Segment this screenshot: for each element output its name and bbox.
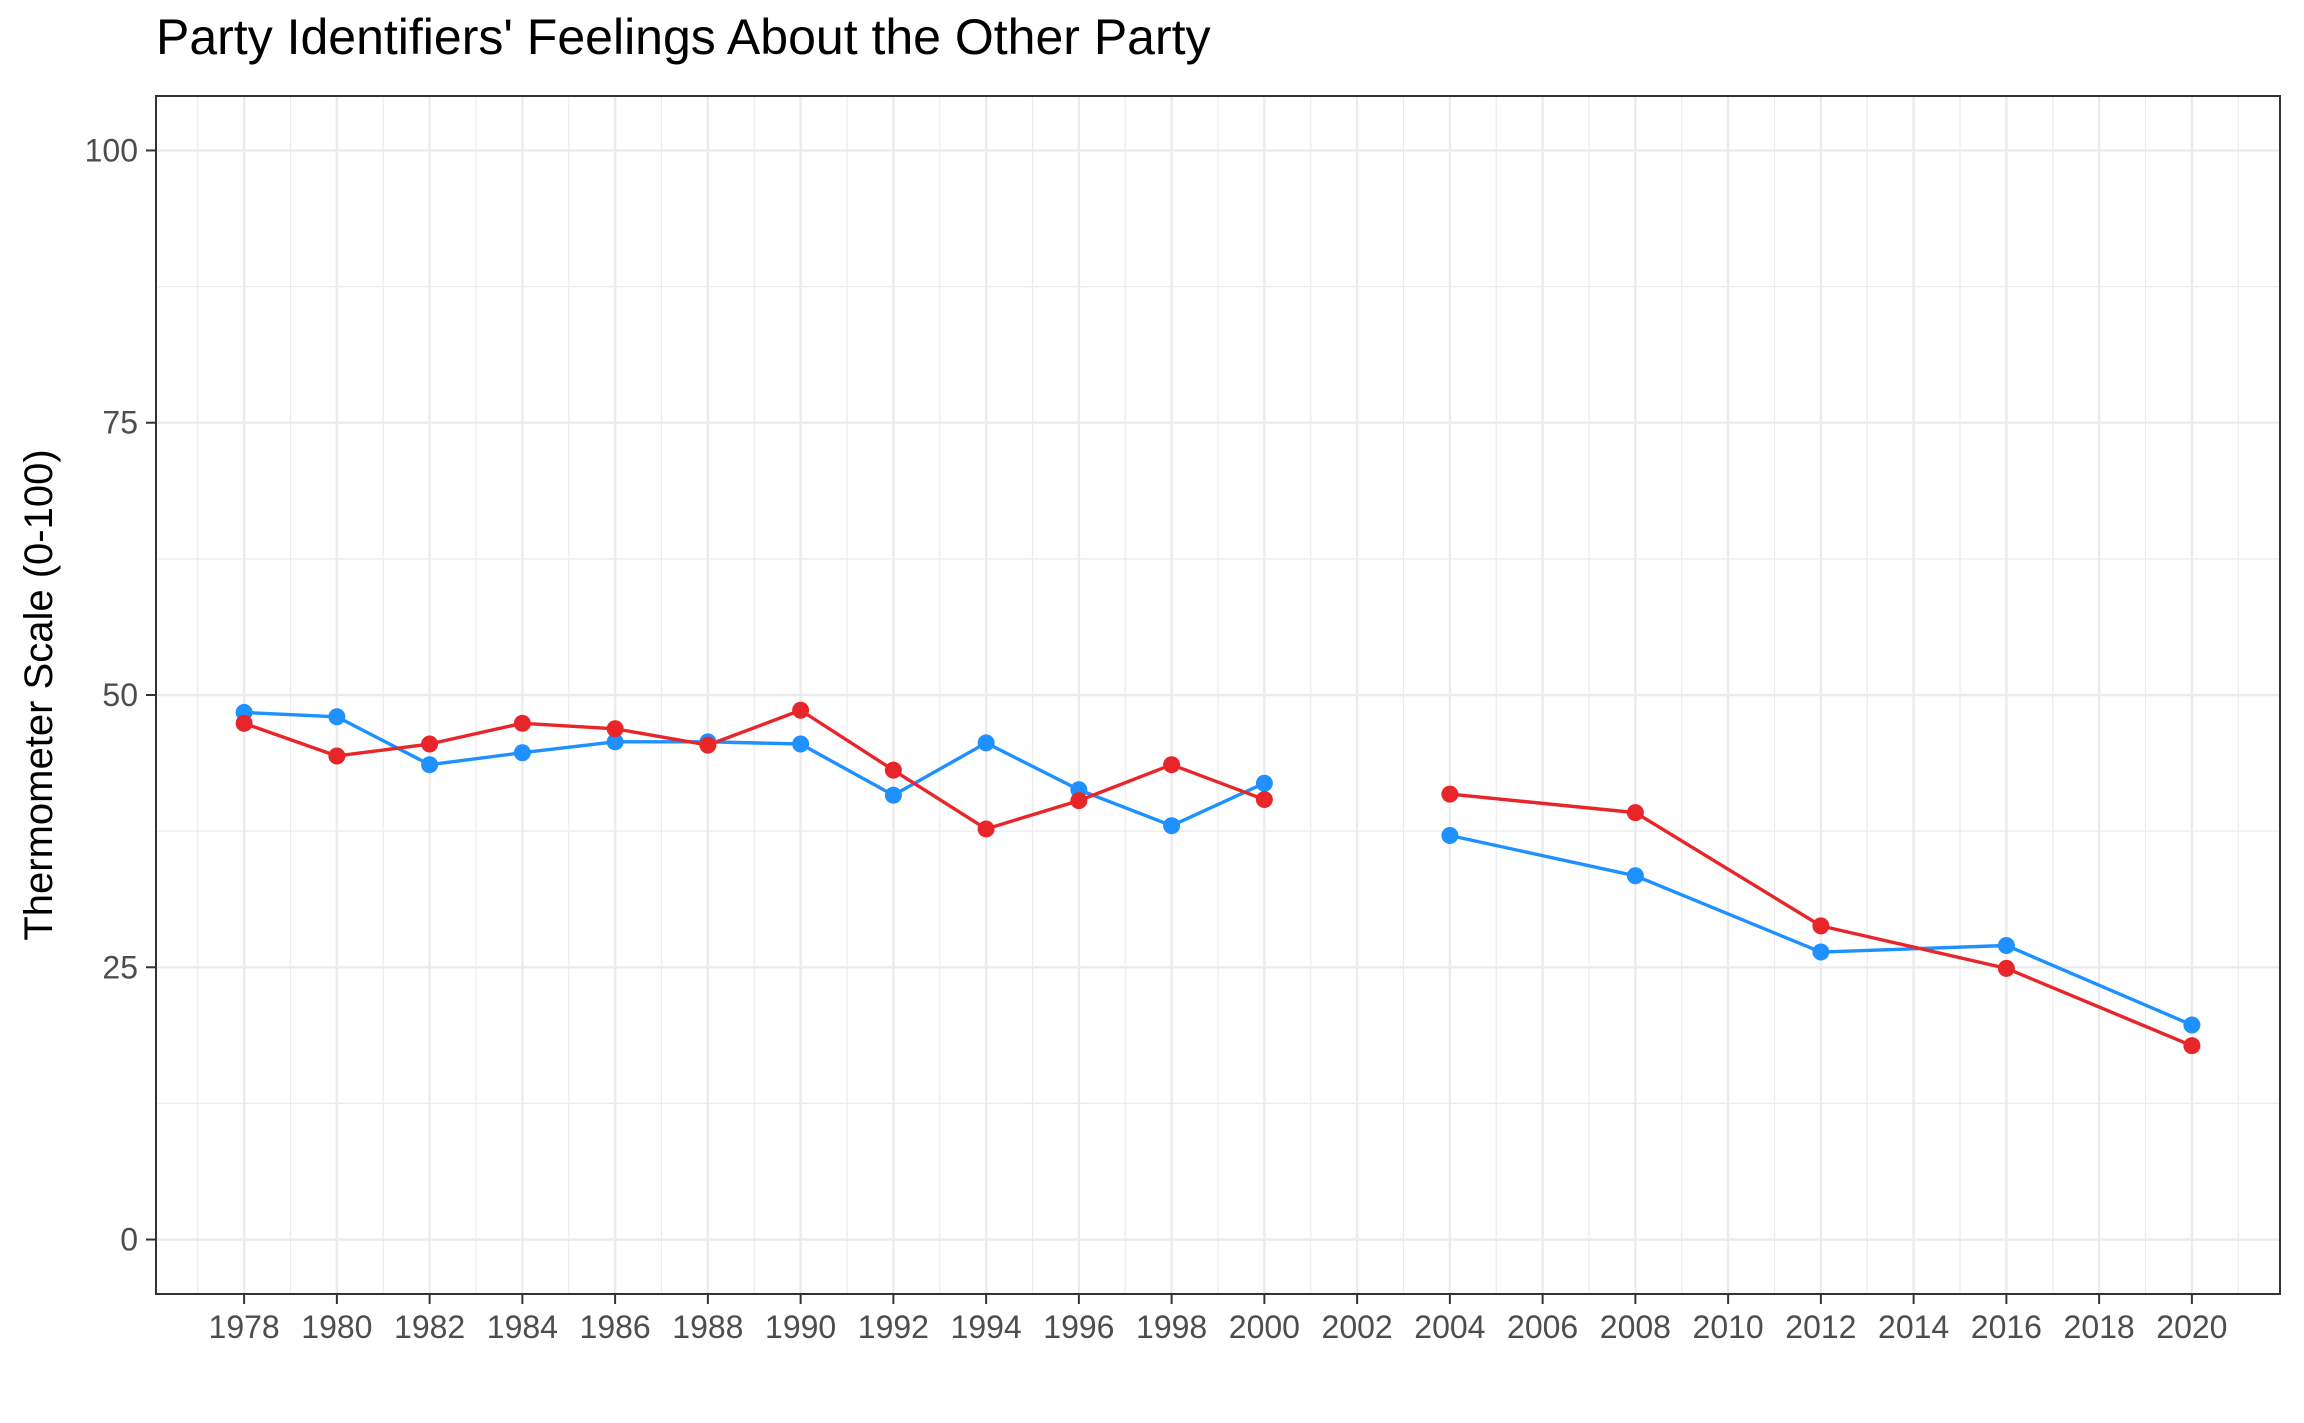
series-2-point — [792, 701, 810, 719]
series-2-point — [328, 747, 346, 765]
series-2-point — [1163, 756, 1181, 774]
x-tick-label: 2000 — [1229, 1309, 1300, 1345]
y-axis-tick-labels: 0 25 50 75 100 — [85, 132, 138, 1257]
y-tick-label: 25 — [102, 949, 138, 985]
x-tick-label: 1990 — [765, 1309, 836, 1345]
x-tick-label: 1978 — [209, 1309, 280, 1345]
x-tick-label: 1984 — [487, 1309, 558, 1345]
x-tick-label: 1992 — [858, 1309, 929, 1345]
series-2-point — [235, 714, 253, 732]
series-2-line — [243, 708, 1265, 831]
series-2-point — [884, 761, 902, 779]
x-tick-label: 1988 — [672, 1309, 743, 1345]
series-1-point — [1812, 943, 1830, 961]
chart-title: Party Identifiers' Feelings About the Ot… — [156, 9, 1211, 65]
series-1-point — [421, 756, 439, 774]
x-tick-label: 1986 — [580, 1309, 651, 1345]
series-2-point — [1070, 792, 1088, 810]
series-1-point — [606, 733, 624, 751]
x-tick-label: 2012 — [1785, 1309, 1856, 1345]
series-2-point — [1626, 804, 1644, 822]
x-tick-label: 1998 — [1136, 1309, 1207, 1345]
series-2-point — [2183, 1037, 2201, 1055]
series-2-point — [1255, 791, 1273, 809]
y-tick-label: 0 — [120, 1222, 138, 1258]
series-1-point — [328, 708, 346, 726]
x-tick-label: 2014 — [1878, 1309, 1949, 1345]
series-2-point — [1441, 785, 1459, 803]
series-1-point — [1163, 817, 1181, 835]
axis-ticks — [146, 149, 2193, 1304]
y-tick-label: 100 — [85, 132, 138, 168]
x-tick-label: 1994 — [951, 1309, 1022, 1345]
major-gridlines — [156, 96, 2280, 1294]
series-1-point — [792, 735, 810, 753]
x-tick-label: 2018 — [2064, 1309, 2135, 1345]
x-tick-label: 2006 — [1507, 1309, 1578, 1345]
series-1-point — [977, 734, 995, 752]
series-1-point — [1255, 774, 1273, 792]
series-2-point — [513, 714, 531, 732]
series-1-point — [884, 786, 902, 804]
series-1-point — [2183, 1016, 2201, 1034]
series-points — [235, 701, 2201, 1055]
x-axis-tick-labels: 1978 1980 1982 1984 1986 1988 1990 1992 1994 1996… — [209, 1309, 2228, 1345]
series-1-point — [1626, 867, 1644, 885]
x-tick-label: 2016 — [1971, 1309, 2042, 1345]
y-axis-title: Thermometer Scale (0-100) — [17, 449, 61, 940]
y-tick-label: 50 — [102, 677, 138, 713]
series-2-point — [1997, 959, 2015, 977]
series-2-point — [421, 735, 439, 753]
series-2-point — [699, 736, 717, 754]
x-tick-label: 2004 — [1414, 1309, 1485, 1345]
x-tick-label: 1996 — [1043, 1309, 1114, 1345]
series-1-point — [1441, 826, 1459, 844]
series-2-point — [977, 820, 995, 838]
x-tick-label: 2002 — [1322, 1309, 1393, 1345]
series-2-point — [606, 720, 624, 738]
series-1-point — [1997, 936, 2015, 954]
x-tick-label: 1980 — [301, 1309, 372, 1345]
x-tick-label: 2020 — [2156, 1309, 2227, 1345]
x-tick-label: 1982 — [394, 1309, 465, 1345]
series-2-point — [1812, 917, 1830, 935]
y-tick-label: 75 — [102, 405, 138, 441]
x-tick-label: 2010 — [1693, 1309, 1764, 1345]
series-1-point — [513, 744, 531, 762]
x-tick-label: 2008 — [1600, 1309, 1671, 1345]
